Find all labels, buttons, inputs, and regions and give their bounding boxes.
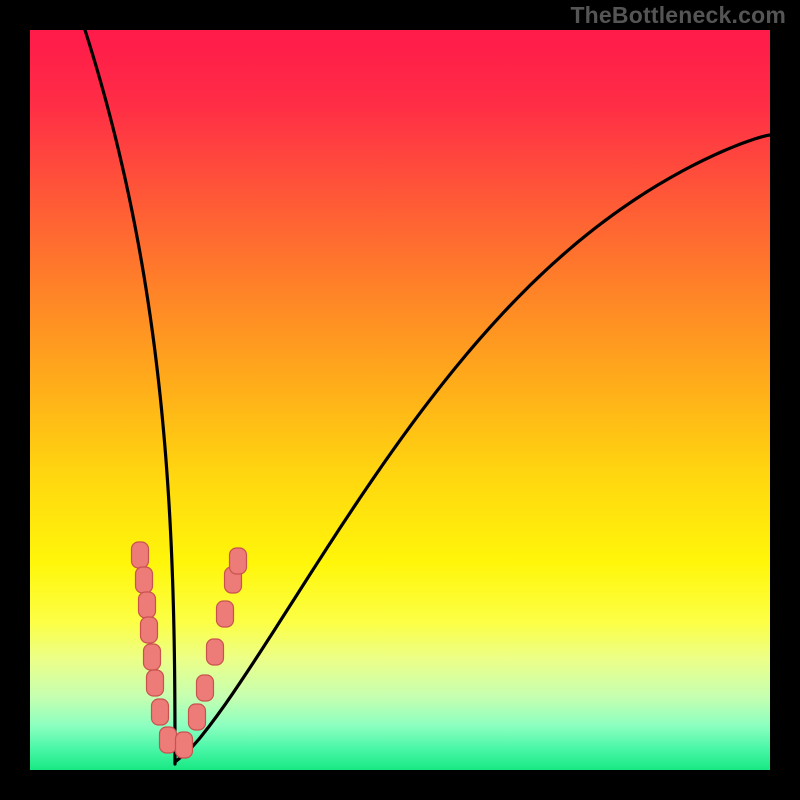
data-marker bbox=[189, 704, 206, 730]
gradient-background bbox=[30, 30, 770, 770]
data-marker bbox=[197, 675, 214, 701]
chart-frame: TheBottleneck.com bbox=[0, 0, 800, 800]
data-marker bbox=[160, 727, 177, 753]
data-marker bbox=[217, 601, 234, 627]
data-marker bbox=[141, 617, 158, 643]
watermark-text: TheBottleneck.com bbox=[570, 2, 786, 29]
data-marker bbox=[230, 548, 247, 574]
data-marker bbox=[132, 542, 149, 568]
data-marker bbox=[139, 592, 156, 618]
data-marker bbox=[144, 644, 161, 670]
data-marker bbox=[136, 567, 153, 593]
data-marker bbox=[176, 732, 193, 758]
data-marker bbox=[207, 639, 224, 665]
data-marker bbox=[152, 699, 169, 725]
data-marker bbox=[147, 670, 164, 696]
bottleneck-chart bbox=[0, 0, 800, 800]
